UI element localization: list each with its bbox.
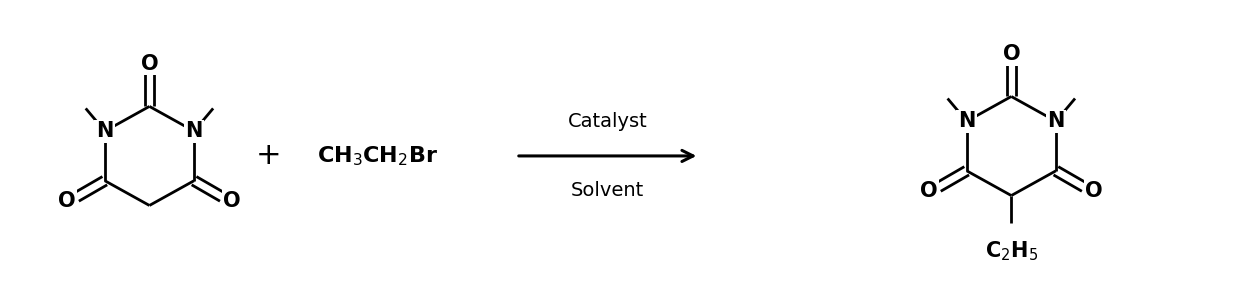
- Text: N: N: [958, 111, 975, 131]
- Text: N: N: [97, 121, 114, 141]
- Text: N: N: [186, 121, 203, 141]
- Text: Catalyst: Catalyst: [567, 112, 648, 131]
- Text: CH$_3$CH$_2$Br: CH$_3$CH$_2$Br: [317, 144, 437, 168]
- Text: O: O: [1002, 44, 1020, 64]
- Text: O: O: [58, 191, 76, 211]
- Text: O: O: [919, 181, 937, 201]
- Text: +: +: [255, 142, 281, 170]
- Text: O: O: [223, 191, 242, 211]
- Text: C$_2$H$_5$: C$_2$H$_5$: [985, 239, 1038, 263]
- Text: O: O: [140, 54, 159, 74]
- Text: Solvent: Solvent: [571, 181, 644, 200]
- Text: O: O: [1085, 181, 1103, 201]
- Text: N: N: [1047, 111, 1064, 131]
